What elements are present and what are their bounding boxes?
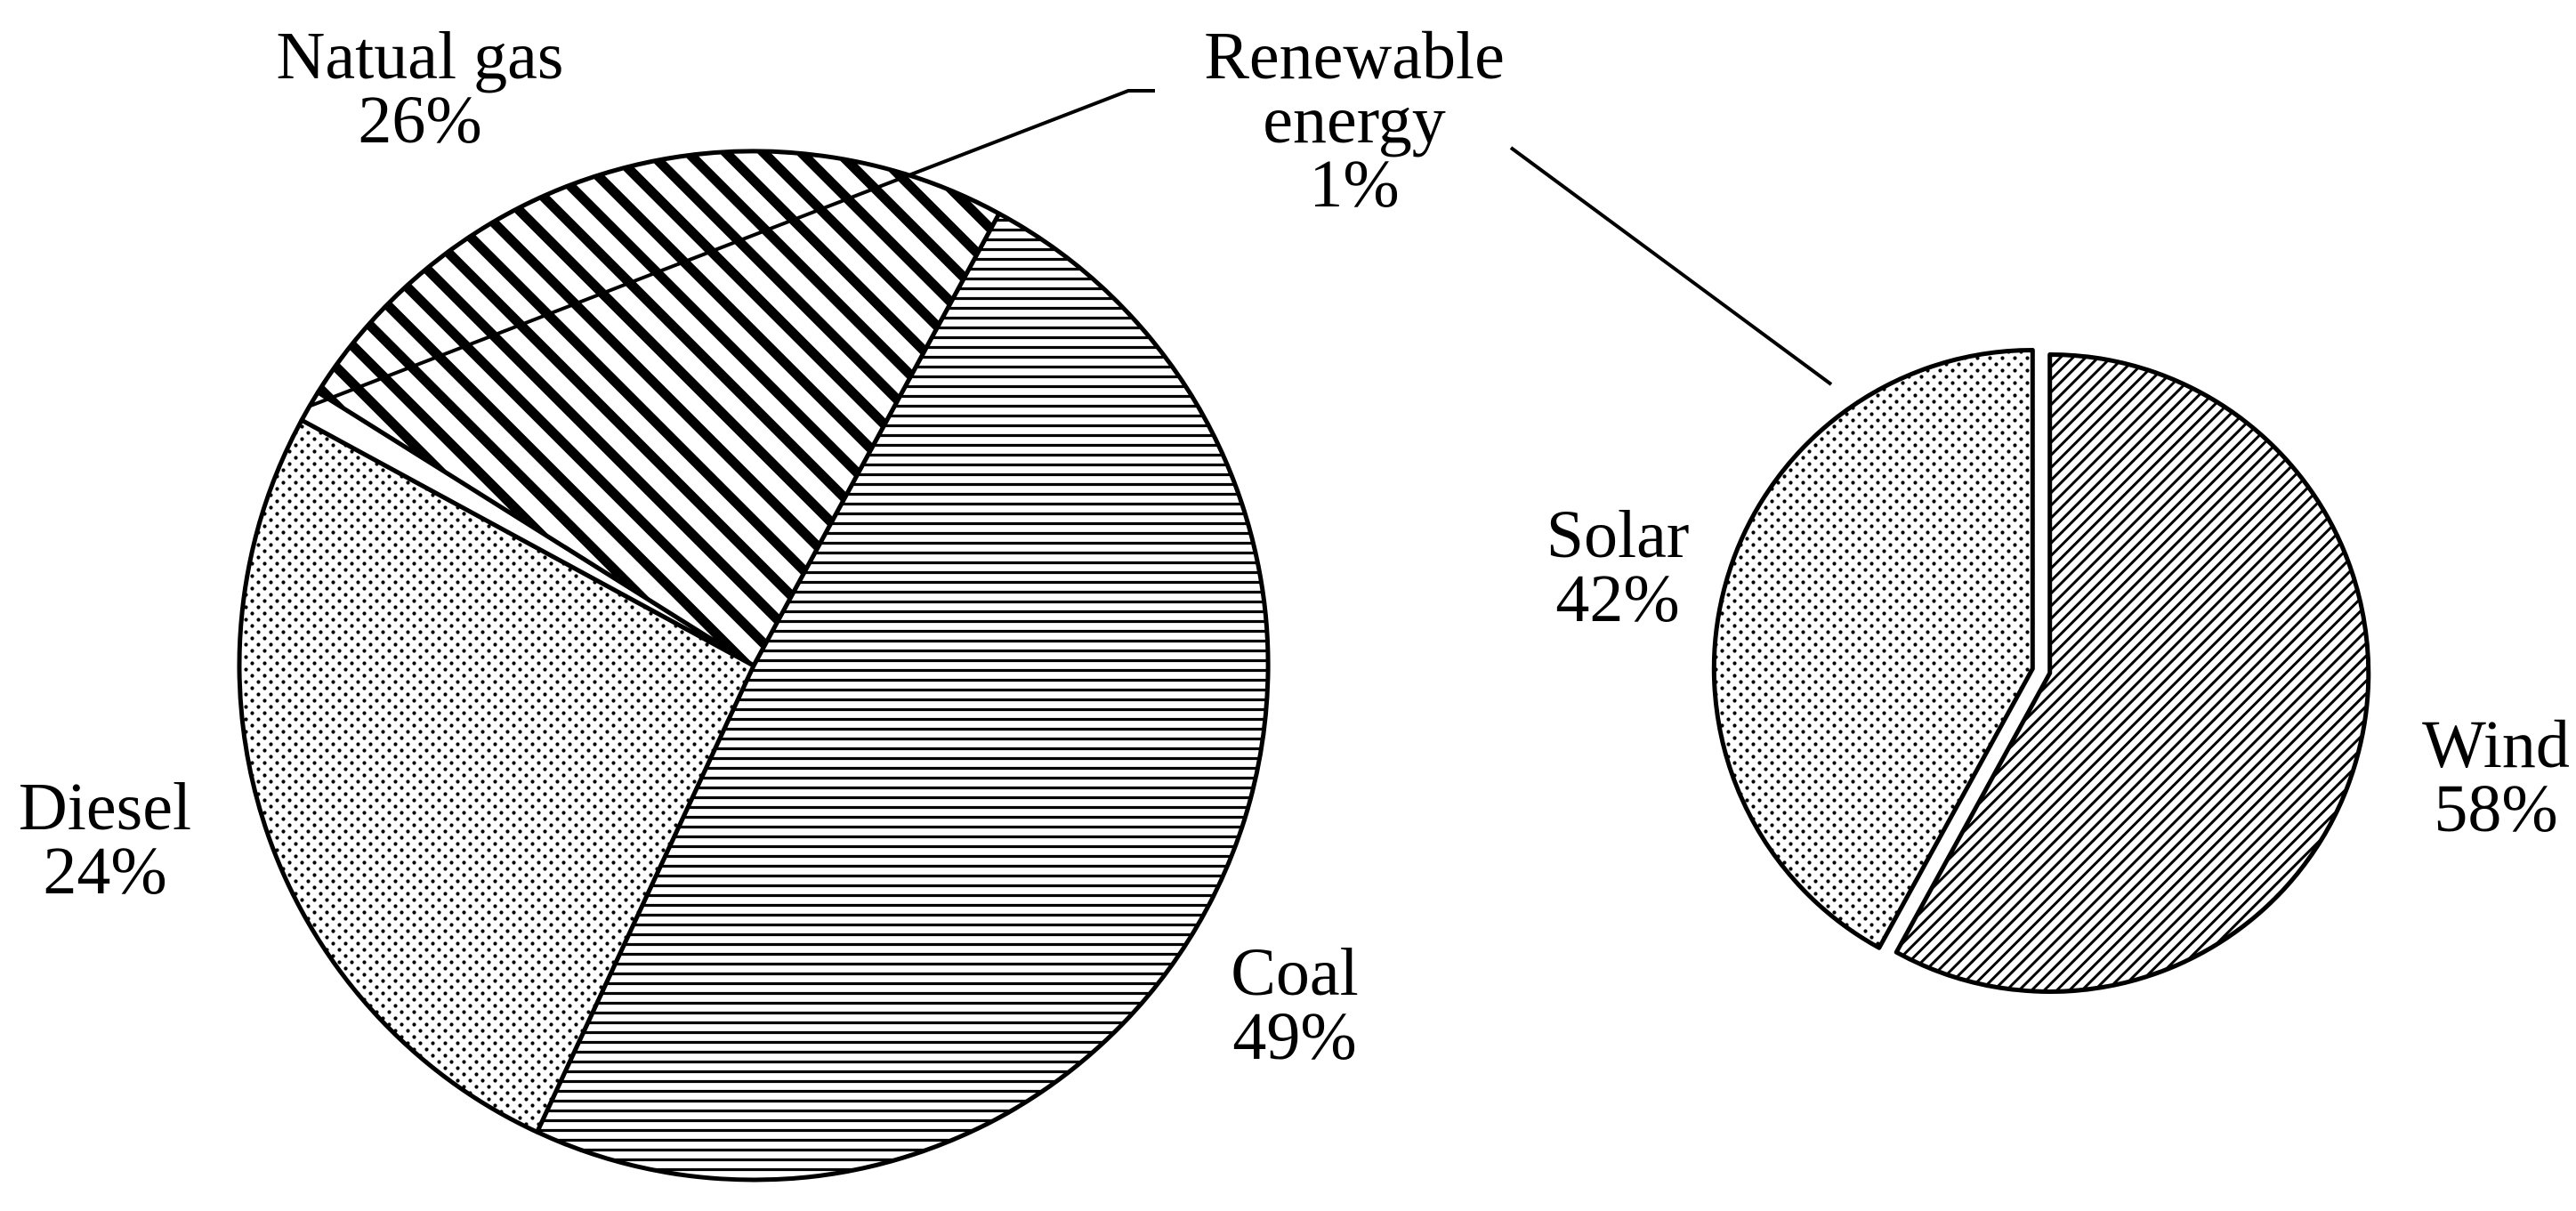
label-wind: Wind 58%: [2422, 707, 2570, 846]
label-renewable-energy: Renewable energy 1%: [1204, 19, 1505, 222]
label-percent: 42%: [1555, 561, 1679, 636]
label-name: Wind: [2422, 707, 2570, 782]
label-name: Renewable: [1204, 19, 1505, 93]
label-percent: 26%: [358, 83, 481, 157]
label-name: energy: [1263, 83, 1445, 157]
label-name: Natual gas: [277, 19, 564, 93]
label-name: Solar: [1546, 497, 1689, 572]
slice-solar: [1711, 348, 2035, 950]
slice-diesel: [315, 149, 1002, 668]
renewable-breakdown-pie: [1711, 348, 2371, 994]
label-diesel: Diesel 24%: [19, 770, 191, 908]
slice-coal: [535, 211, 1271, 1183]
label-natual-gas: Natual gas 26%: [277, 19, 564, 157]
energy-mix-pie: [237, 149, 1271, 1183]
slice-labels: Coal 49% Natual gas 26% Renewable energy 1% Die…: [19, 19, 2570, 1074]
label-percent: 1%: [1309, 147, 1399, 222]
slice-wind: [1894, 351, 2371, 994]
label-percent: 49%: [1232, 999, 1356, 1074]
breakdown-connector-line: [1509, 146, 1833, 386]
label-percent: 58%: [2434, 771, 2557, 846]
label-name: Diesel: [19, 770, 191, 844]
renewable-callout: [309, 89, 1833, 408]
label-name: Coal: [1231, 935, 1359, 1010]
label-coal: Coal 49%: [1231, 935, 1359, 1074]
label-solar: Solar 42%: [1546, 497, 1689, 636]
renewable-leader-line: [309, 89, 1155, 408]
label-percent: 24%: [43, 834, 166, 908]
